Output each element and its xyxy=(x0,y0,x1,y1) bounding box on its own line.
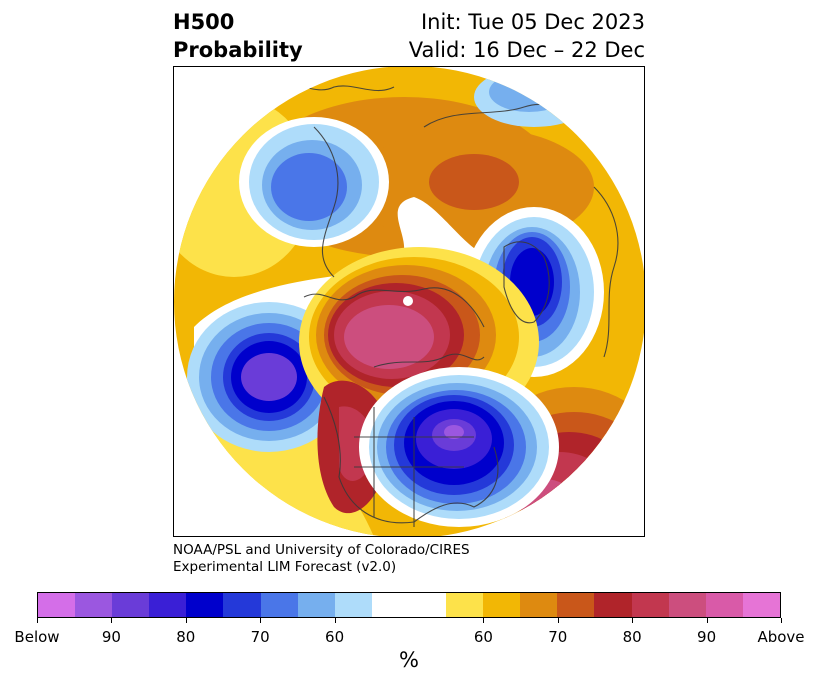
colorbar-tick-label: 60 xyxy=(325,628,345,646)
colorbar-tick-label: 80 xyxy=(622,628,642,646)
colorbar-tick-mark xyxy=(37,618,38,623)
colorbar-swatch xyxy=(446,593,484,617)
colorbar-swatch xyxy=(186,593,224,617)
colorbar-swatch xyxy=(334,593,372,617)
credit-line2: Experimental LIM Forecast (v2.0) xyxy=(173,559,397,575)
colorbar-tick-mark xyxy=(707,618,708,623)
colorbar-tick-mark xyxy=(111,618,112,623)
colorbar-tick-mark xyxy=(781,618,782,623)
colorbar-swatch xyxy=(631,593,669,617)
init-date: Init: Tue 05 Dec 2023 xyxy=(420,10,645,34)
colorbar-swatch xyxy=(520,593,558,617)
probability-field xyxy=(174,67,644,536)
title-type: Probability xyxy=(173,38,303,62)
colorbar-tick-label: 70 xyxy=(548,628,568,646)
colorbar-swatch xyxy=(594,593,632,617)
colorbar-tick-label: 60 xyxy=(473,628,493,646)
colorbar-swatch xyxy=(38,593,76,617)
valid-range: Valid: 16 Dec – 22 Dec xyxy=(408,38,645,62)
colorbar-swatch xyxy=(223,593,261,617)
colorbar-swatch xyxy=(297,593,335,617)
colorbar-tick-mark xyxy=(335,618,336,623)
colorbar-tick-mark xyxy=(632,618,633,623)
colorbar-unit: % xyxy=(399,648,419,672)
colorbar-swatch xyxy=(408,593,447,617)
colorbar-tick-mark xyxy=(558,618,559,623)
polar-map xyxy=(173,66,645,537)
map-title: H500 Probability xyxy=(173,8,303,64)
colorbar-swatch xyxy=(483,593,521,617)
colorbar-tick-label: 90 xyxy=(697,628,717,646)
colorbar-tick-label: 90 xyxy=(101,628,121,646)
colorbar-swatch xyxy=(668,593,706,617)
colorbar-swatch xyxy=(371,593,409,617)
colorbar-tick-mark xyxy=(483,618,484,623)
colorbar-swatch xyxy=(557,593,595,617)
colorbar-swatch xyxy=(705,593,743,617)
forecast-dates: Init: Tue 05 Dec 2023 Valid: 16 Dec – 22… xyxy=(409,8,645,64)
credit-line1: NOAA/PSL and University of Colorado/CIRE… xyxy=(173,542,470,558)
credit-text: NOAA/PSL and University of Colorado/CIRE… xyxy=(173,542,470,576)
colorbar-tick-label: Below xyxy=(14,628,60,646)
colorbar-swatch xyxy=(742,593,780,617)
colorbar-tick-mark xyxy=(186,618,187,623)
colorbar-tick-label: 80 xyxy=(176,628,196,646)
colorbar-tick-mark xyxy=(260,618,261,623)
colorbar-swatch xyxy=(149,593,187,617)
title-variable: H500 xyxy=(173,10,235,34)
colorbar-swatch xyxy=(75,593,113,617)
colorbar-swatch xyxy=(112,593,150,617)
colorbar-swatch xyxy=(260,593,298,617)
colorbar-tick-label: Above xyxy=(757,628,805,646)
colorbar xyxy=(37,592,781,618)
colorbar-tick-label: 70 xyxy=(250,628,270,646)
